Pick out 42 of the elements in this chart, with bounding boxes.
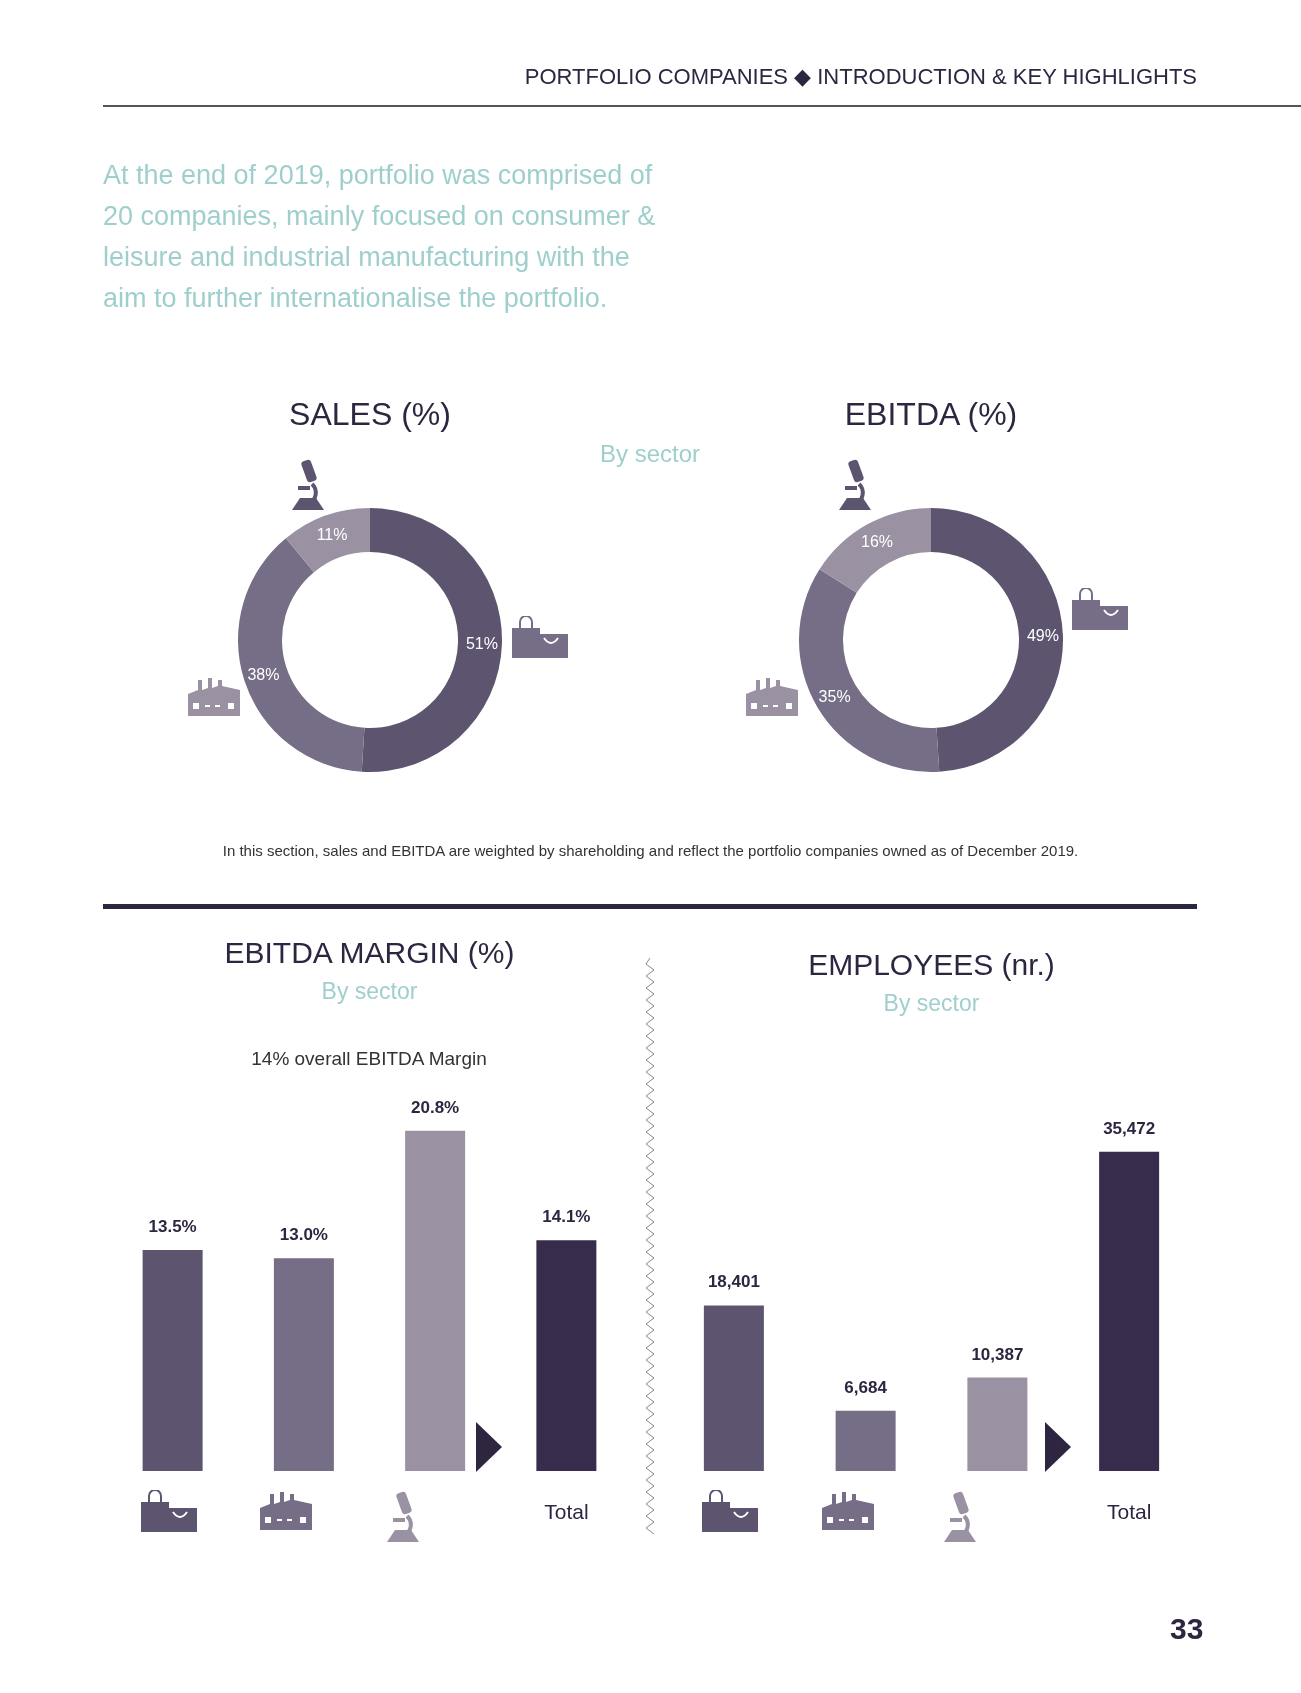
data-label: 35,472	[1103, 1118, 1156, 1138]
bar	[703, 1305, 764, 1471]
data-label: 6,684	[844, 1377, 888, 1397]
donut-slice	[238, 538, 365, 772]
data-label: 35%	[818, 688, 851, 706]
text: By sector	[599, 440, 701, 468]
bar	[405, 1130, 466, 1471]
data-label: 18,401	[707, 1272, 760, 1292]
bar	[1099, 1151, 1160, 1471]
text: In this section, sales and EBITDA are weighted by shareholding and reflect the portfolio companies owned as of December 2019.	[221, 842, 1080, 859]
bar	[835, 1410, 896, 1471]
text: At the end of 2019, portfolio was comprised of 20 companies, mainly focused on consumer & leisure and industrial manufacturing with the aim to further internationalise the portfolio.	[103, 159, 657, 315]
bar	[142, 1250, 203, 1471]
chart-subtitle: By sector	[883, 990, 980, 1016]
data-label: 16%	[861, 532, 894, 550]
chart-title: SALES (%)	[289, 396, 451, 432]
chart-subtitle: By sector	[321, 977, 418, 1004]
x-tick-label: Total	[544, 1499, 589, 1523]
data-label: 13.0%	[279, 1225, 328, 1245]
text: PORTFOLIO COMPANIES ◆ INTRODUCTION & KEY HIGHLIGHTS	[524, 64, 1197, 90]
x-tick-label: Total	[1106, 1499, 1152, 1523]
data-label: 14.1%	[542, 1207, 591, 1227]
bar	[967, 1377, 1028, 1471]
chart-title: EBITDA (%)	[844, 396, 1018, 432]
data-label: 49%	[1026, 627, 1059, 645]
donut-slice	[819, 508, 931, 593]
text: 33	[1170, 1612, 1204, 1646]
chart-title: EMPLOYEES (nr.)	[808, 948, 1055, 981]
data-label: 20.8%	[411, 1097, 460, 1117]
chart-title: EBITDA MARGIN (%)	[224, 935, 515, 969]
donut-slice	[361, 508, 502, 772]
donut-slice	[799, 569, 940, 772]
text: 14% overall EBITDA Margin	[250, 1048, 488, 1070]
donut-slice	[931, 508, 1063, 772]
data-label: 10,387	[971, 1344, 1024, 1364]
bar	[273, 1258, 334, 1471]
donut-slice	[285, 508, 370, 573]
data-label: 11%	[316, 525, 348, 543]
data-label: 51%	[465, 634, 498, 652]
data-label: 38%	[247, 665, 280, 683]
data-label: 13.5%	[148, 1217, 197, 1237]
bar	[536, 1240, 597, 1471]
